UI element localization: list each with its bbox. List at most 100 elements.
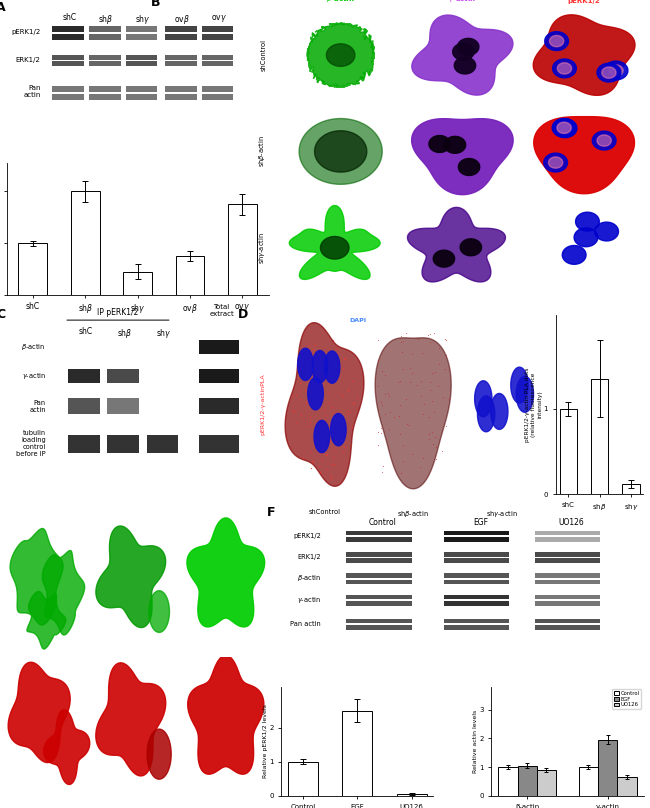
Point <box>373 380 384 393</box>
Text: Pan
actin: Pan actin <box>29 400 46 413</box>
Bar <box>346 625 411 629</box>
Polygon shape <box>314 420 330 452</box>
Bar <box>202 55 233 60</box>
Point <box>395 374 405 387</box>
Point <box>328 408 339 421</box>
Point <box>406 367 417 380</box>
Point <box>441 349 451 362</box>
Bar <box>124 271 152 295</box>
Polygon shape <box>307 23 374 86</box>
Point <box>380 388 391 401</box>
Point <box>291 416 301 429</box>
Point <box>287 389 297 402</box>
Text: sh$\beta$: sh$\beta$ <box>98 13 114 26</box>
Bar <box>202 86 233 92</box>
Text: shControl: shControl <box>309 508 341 515</box>
Text: $\beta$-actin: $\beta$-actin <box>297 574 321 583</box>
Polygon shape <box>602 67 616 78</box>
Point <box>373 438 384 451</box>
Bar <box>578 767 598 796</box>
Text: IP pERK1/2: IP pERK1/2 <box>98 308 138 317</box>
Point <box>443 393 454 406</box>
Point <box>415 461 426 473</box>
Bar <box>346 601 411 606</box>
Point <box>434 379 444 392</box>
Bar <box>535 531 600 535</box>
Text: Pan
actin: Pan actin <box>23 86 40 99</box>
Bar <box>346 558 411 563</box>
Point <box>307 343 318 356</box>
Polygon shape <box>516 377 534 412</box>
Point <box>384 423 394 436</box>
Point <box>330 442 340 455</box>
Point <box>427 367 437 380</box>
Bar <box>68 435 99 453</box>
Bar <box>18 243 47 295</box>
Polygon shape <box>533 15 635 95</box>
Bar <box>346 531 411 535</box>
Point <box>407 347 417 360</box>
Point <box>424 410 435 423</box>
Point <box>343 382 353 395</box>
Bar <box>445 552 510 557</box>
Point <box>324 367 334 380</box>
Text: pERK1/2-γ-actinPLA: pERK1/2-γ-actinPLA <box>261 373 266 436</box>
Bar <box>53 94 84 100</box>
Polygon shape <box>324 351 340 383</box>
Text: shControl: shControl <box>261 39 267 71</box>
Bar <box>535 558 600 563</box>
Point <box>384 389 395 402</box>
Point <box>352 392 363 405</box>
Point <box>345 405 356 418</box>
Point <box>305 348 315 361</box>
Polygon shape <box>412 15 513 95</box>
Bar <box>71 191 99 295</box>
Point <box>339 440 350 453</box>
Bar <box>499 767 517 796</box>
Point <box>393 376 403 389</box>
Point <box>301 396 311 409</box>
Point <box>307 455 318 468</box>
Polygon shape <box>315 131 367 172</box>
Point <box>337 361 348 374</box>
Bar <box>445 595 510 600</box>
Bar <box>228 204 257 295</box>
Bar <box>89 94 121 100</box>
Point <box>413 333 423 346</box>
Text: C: C <box>0 308 5 321</box>
Text: $\beta$-actin: $\beta$-actin <box>326 0 355 4</box>
Point <box>393 410 404 423</box>
Point <box>294 356 304 368</box>
Point <box>419 398 430 410</box>
Bar <box>202 34 233 40</box>
Point <box>300 383 310 396</box>
Point <box>309 339 320 351</box>
Point <box>383 386 393 399</box>
Bar <box>537 770 556 796</box>
Point <box>380 368 390 381</box>
Polygon shape <box>298 348 313 381</box>
Bar <box>53 55 84 60</box>
Bar <box>165 61 197 65</box>
Bar <box>346 537 411 541</box>
Point <box>424 376 435 389</box>
Bar <box>53 34 84 40</box>
Point <box>327 351 337 364</box>
Text: sh$\gamma$: sh$\gamma$ <box>135 13 151 26</box>
Point <box>402 418 413 431</box>
Polygon shape <box>562 246 586 264</box>
Polygon shape <box>312 351 328 383</box>
Bar <box>288 762 318 796</box>
Point <box>425 328 436 341</box>
Point <box>437 390 448 403</box>
Bar <box>200 398 239 415</box>
Point <box>422 329 433 342</box>
Point <box>306 350 317 363</box>
Bar <box>200 435 239 453</box>
Point <box>323 429 333 442</box>
Polygon shape <box>320 237 349 259</box>
Bar <box>53 26 84 32</box>
Polygon shape <box>42 550 84 635</box>
Bar <box>396 794 426 796</box>
Point <box>339 423 350 436</box>
